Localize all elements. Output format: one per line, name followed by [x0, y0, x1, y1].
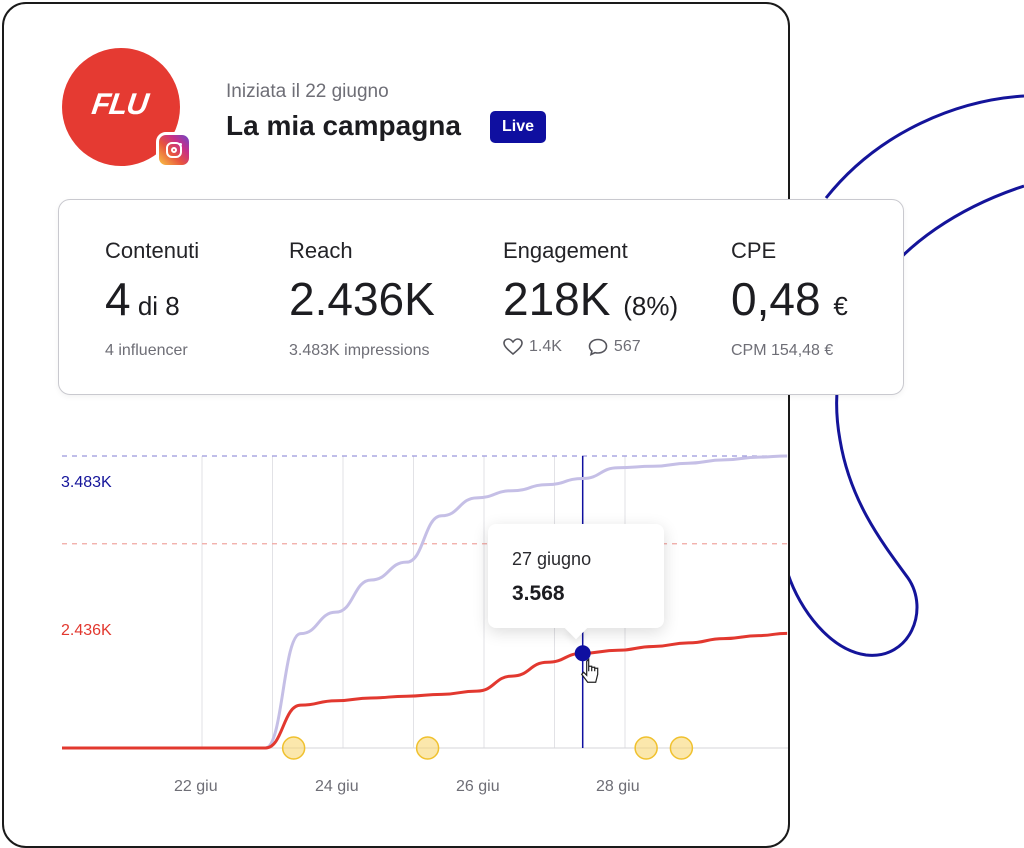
chart-tooltip: 27 giugno 3.568 [488, 524, 664, 628]
stats-panel: Contenuti 4 di 8 4 influencer Reach 2.43… [58, 199, 904, 395]
series-line-reach [62, 631, 788, 750]
stat-label: Contenuti [105, 238, 200, 263]
stat-label: Engagement [503, 238, 628, 263]
campaign-card: FLU Iniziata il 22 giugno La mia campagn… [2, 2, 790, 848]
x-tick-label: 26 giu [456, 778, 500, 795]
comments-count: 567 [613, 338, 641, 355]
x-tick-label: 22 giu [174, 778, 218, 795]
status-badge: Live [490, 111, 547, 143]
x-tick-label: 24 giu [315, 778, 359, 795]
x-tick-label: 28 giu [596, 778, 640, 795]
content-marker [281, 736, 306, 760]
performance-chart[interactable] [4, 4, 788, 846]
stat-label: CPE [731, 238, 777, 263]
stat-value: 0,48 € [731, 273, 848, 325]
stat-sub: CPM 154,48 € [731, 342, 834, 359]
series-line-impressions [62, 454, 788, 750]
instagram-icon [156, 132, 192, 168]
stat-sub: 4 influencer [105, 342, 188, 359]
stat-value: 4 di 8 [105, 273, 180, 325]
tooltip-date: 27 giugno [512, 549, 592, 569]
stat-label: Reach [289, 238, 353, 263]
selected-point [574, 645, 591, 662]
stat-value: 218K (8%) [503, 273, 679, 325]
y-label-reach: 2.436K [61, 622, 112, 639]
stat-sub: 3.483K impressions [289, 342, 430, 359]
tooltip-value: 3.568 [512, 582, 565, 605]
content-marker [634, 736, 658, 760]
stat-value: 2.436K [289, 273, 435, 325]
campaign-start-date: Iniziata il 22 giugno [226, 81, 389, 102]
campaign-title: La mia campagna [226, 110, 461, 141]
y-label-impressions: 3.483K [61, 474, 112, 491]
content-marker [669, 736, 694, 760]
likes-count: 1.4K [529, 338, 562, 355]
content-marker [415, 736, 440, 760]
engagement-breakdown: 1.4K 567 [503, 338, 641, 356]
pointer-cursor-icon [580, 657, 599, 683]
comment-icon [588, 338, 608, 356]
heart-icon [503, 338, 523, 356]
